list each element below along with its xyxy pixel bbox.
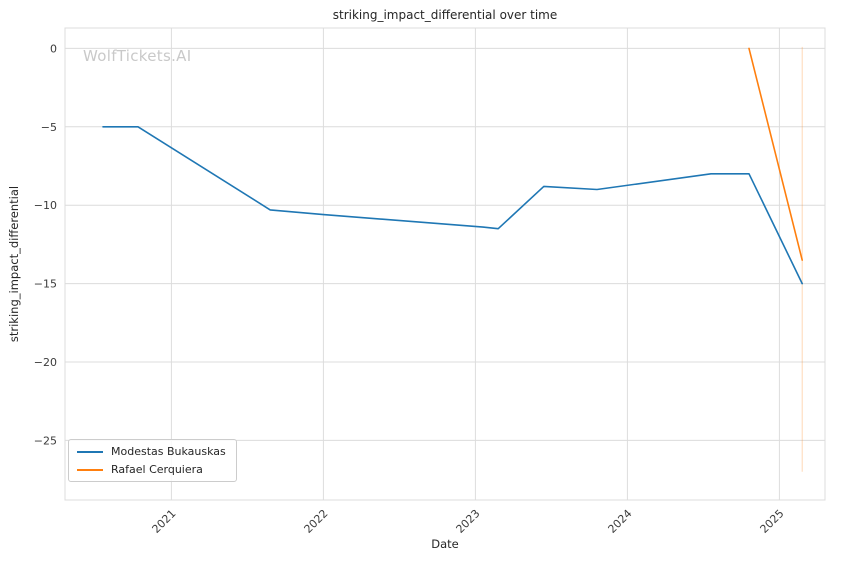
x-axis-label: Date xyxy=(431,537,459,551)
legend: Modestas Bukauskas Rafael Cerquiera xyxy=(68,439,237,482)
x-tick-label: 2025 xyxy=(758,507,787,536)
plot-border xyxy=(64,27,826,501)
legend-item: Rafael Cerquiera xyxy=(77,463,226,476)
x-tick-label: 2024 xyxy=(606,507,635,536)
legend-item: Modestas Bukauskas xyxy=(77,445,226,458)
y-tick-label: −15 xyxy=(34,278,57,291)
y-tick-label: −5 xyxy=(41,121,57,134)
legend-line-swatch-blue xyxy=(77,450,103,453)
legend-label: Modestas Bukauskas xyxy=(111,445,226,458)
y-tick-label: −10 xyxy=(34,199,57,212)
legend-line-swatch-orange xyxy=(77,468,103,471)
series-line xyxy=(102,126,804,285)
x-tick-label: 2023 xyxy=(454,507,483,536)
chart-title: striking_impact_differential over time xyxy=(332,8,558,22)
y-tick-label: 0 xyxy=(50,42,57,55)
y-axis-label: striking_impact_differential xyxy=(7,185,21,343)
x-tick-label: 2021 xyxy=(150,507,179,536)
x-tick-label: 2022 xyxy=(302,507,331,536)
y-tick-label: −20 xyxy=(34,356,57,369)
plot-background xyxy=(65,28,825,500)
series-line xyxy=(748,47,804,261)
y-tick-label: −25 xyxy=(34,434,57,447)
legend-label: Rafael Cerquiera xyxy=(111,463,203,476)
watermark-text: WolfTickets.AI xyxy=(83,47,192,65)
